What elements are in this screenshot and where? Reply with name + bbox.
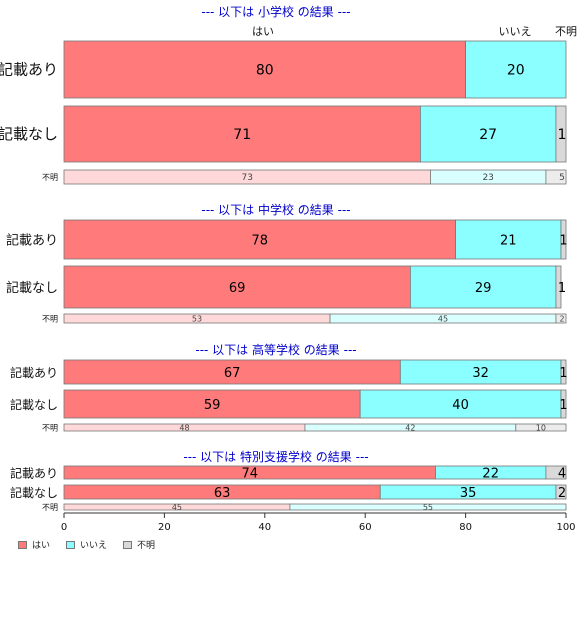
row-label-3-3: 不明 bbox=[42, 424, 58, 433]
bar-no-1-1 bbox=[465, 40, 567, 99]
value-label-unknown-2-3: 2 bbox=[559, 315, 564, 324]
bar-yes-3-2 bbox=[63, 389, 361, 419]
row-label-1-2: 記載なし bbox=[0, 125, 58, 143]
bar-unknown-2-3 bbox=[555, 313, 567, 324]
value-label-yes-2-2: 69 bbox=[229, 281, 246, 296]
legend-item-unknown: 不明 bbox=[123, 538, 155, 551]
value-label-no-2-3: 45 bbox=[438, 315, 448, 324]
bar-yes-3-1 bbox=[63, 359, 401, 385]
row-label-3-1: 記載あり bbox=[10, 365, 58, 380]
bar-unknown-3-2 bbox=[560, 389, 567, 419]
panel-title-2: --- 以下は 中学校 の結果 --- bbox=[201, 202, 350, 217]
bar-yes-2-1 bbox=[63, 219, 456, 260]
value-label-yes-3-1: 67 bbox=[224, 366, 241, 381]
legend-label-yes: はい bbox=[32, 541, 51, 551]
top-label-yes: はい bbox=[252, 25, 274, 38]
value-label-no-4-1: 22 bbox=[482, 467, 499, 482]
row-label-2-1: 記載あり bbox=[6, 233, 58, 249]
value-label-no-3-1: 32 bbox=[472, 366, 489, 381]
value-label-no-1-2: 27 bbox=[479, 127, 497, 143]
row-label-3-2: 記載なし bbox=[10, 397, 58, 412]
row-label-4-3: 不明 bbox=[42, 503, 58, 512]
x-tick-label-20: 20 bbox=[158, 522, 171, 533]
bar-no-4-3 bbox=[289, 503, 567, 511]
top-label-unknown: 不明 bbox=[555, 25, 577, 38]
value-label-unknown-3-3: 10 bbox=[536, 424, 546, 433]
legend-item-yes: はい bbox=[18, 538, 50, 551]
panel-title-4: --- 以下は 特別支援学校 の結果 --- bbox=[183, 449, 368, 464]
row-label-4-2: 記載なし bbox=[10, 485, 58, 500]
value-label-unknown-4-2: 2 bbox=[558, 486, 566, 501]
value-label-yes-3-2: 59 bbox=[204, 398, 221, 413]
value-label-unknown-1-2: 1 bbox=[558, 127, 567, 143]
row-label-1-1: 記載あり bbox=[0, 61, 58, 79]
bar-no-2-1 bbox=[455, 219, 562, 260]
bar-yes-2-2 bbox=[63, 265, 411, 309]
x-tick-label-0: 0 bbox=[61, 522, 67, 533]
row-label-4-1: 記載あり bbox=[10, 466, 58, 481]
value-label-yes-4-2: 63 bbox=[214, 486, 231, 501]
legend: はい いいえ 不明 bbox=[18, 538, 155, 551]
bar-yes-1-1 bbox=[63, 40, 467, 99]
bar-unknown-2-2 bbox=[555, 265, 562, 309]
legend-swatch-yes bbox=[18, 540, 27, 549]
value-label-yes-2-3: 53 bbox=[192, 315, 202, 324]
row-label-1-3: 不明 bbox=[42, 173, 58, 182]
value-label-no-2-2: 29 bbox=[475, 281, 492, 296]
bar-no-3-1 bbox=[399, 359, 562, 385]
value-label-yes-3-3: 48 bbox=[179, 424, 189, 433]
top-label-no: いいえ bbox=[499, 25, 532, 38]
row-label-2-3: 不明 bbox=[42, 315, 58, 324]
value-label-yes-2-1: 78 bbox=[252, 234, 269, 249]
bar-unknown-1-3 bbox=[545, 169, 567, 185]
value-label-yes-4-3: 45 bbox=[172, 503, 182, 512]
value-label-yes-1-3: 73 bbox=[242, 173, 253, 183]
value-label-unknown-2-2: 1 bbox=[558, 281, 566, 296]
x-tick-label-40: 40 bbox=[258, 522, 271, 533]
value-label-no-4-2: 35 bbox=[460, 486, 477, 501]
bar-yes-1-2 bbox=[63, 105, 421, 163]
bar-no-2-2 bbox=[409, 265, 557, 309]
x-tick-label-80: 80 bbox=[459, 522, 472, 533]
value-label-no-3-3: 42 bbox=[405, 424, 415, 433]
bar-unknown-2-1 bbox=[560, 219, 567, 260]
value-label-unknown-1-3: 5 bbox=[559, 173, 565, 183]
legend-label-unknown: 不明 bbox=[137, 541, 156, 551]
value-label-no-2-1: 21 bbox=[500, 234, 517, 249]
legend-item-no: いいえ bbox=[66, 538, 107, 551]
bar-no-3-2 bbox=[359, 389, 562, 419]
value-label-yes-1-2: 71 bbox=[233, 127, 251, 143]
legend-swatch-no bbox=[66, 540, 76, 549]
value-label-yes-4-1: 74 bbox=[241, 467, 258, 482]
row-label-2-2: 記載なし bbox=[6, 280, 58, 296]
value-label-unknown-3-2: 1 bbox=[559, 398, 567, 413]
panel-title-1: --- 以下は 小学校 の結果 --- bbox=[201, 4, 350, 19]
bar-unknown-3-1 bbox=[560, 359, 567, 385]
value-label-no-1-3: 23 bbox=[482, 173, 493, 183]
value-label-no-4-3: 55 bbox=[423, 503, 433, 512]
x-tick-label-60: 60 bbox=[359, 522, 372, 533]
bar-unknown-1-2 bbox=[555, 105, 567, 163]
panel-title-3: --- 以下は 高等学校 の結果 --- bbox=[195, 342, 356, 357]
legend-swatch-unknown bbox=[123, 540, 133, 549]
value-label-no-3-2: 40 bbox=[452, 398, 469, 413]
bar-no-1-2 bbox=[420, 105, 557, 163]
value-label-unknown-2-1: 1 bbox=[559, 234, 567, 249]
value-label-unknown-3-1: 1 bbox=[559, 366, 567, 381]
value-label-no-1-1: 20 bbox=[507, 63, 525, 79]
bar-unknown-4-2 bbox=[555, 484, 567, 500]
bar-unknown-3-3 bbox=[515, 423, 567, 432]
value-label-unknown-4-1: 4 bbox=[558, 467, 566, 482]
legend-label-no: いいえ bbox=[80, 541, 108, 551]
bar-unknown-4-1 bbox=[545, 465, 567, 480]
x-tick-label-100: 100 bbox=[556, 522, 575, 533]
value-label-yes-1-1: 80 bbox=[256, 63, 274, 79]
